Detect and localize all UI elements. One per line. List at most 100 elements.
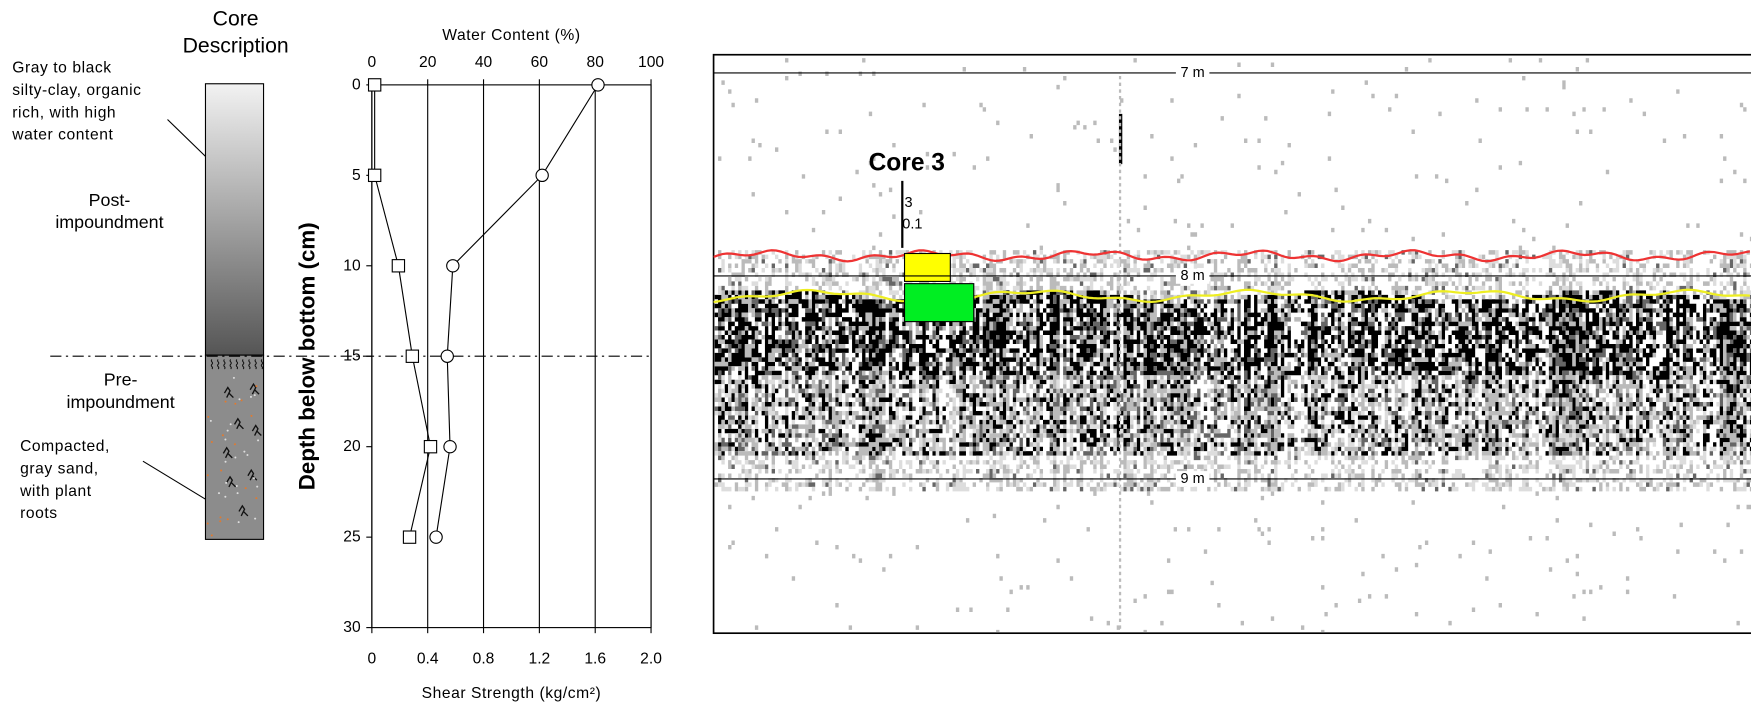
x2-tick-label: 0	[368, 650, 377, 667]
grain	[210, 534, 213, 537]
core-box	[903, 283, 975, 323]
top-note: Gray to black	[12, 60, 111, 77]
grain	[206, 474, 209, 477]
grain	[229, 423, 232, 426]
marker	[367, 168, 382, 183]
y-tick-label: 20	[343, 438, 361, 455]
grain	[256, 485, 259, 488]
y-tick-label: 0	[352, 76, 361, 93]
seismic-profile	[713, 58, 1751, 633]
y-tick-label: 30	[343, 619, 361, 636]
x2-tick-label: 0.8	[473, 650, 495, 667]
root: ⌇	[221, 358, 227, 372]
sediment-reflector	[713, 288, 1750, 304]
x2-axis-label: Shear Strength (kg/cm²)	[422, 685, 602, 702]
core-box	[903, 252, 951, 282]
seismic-noise	[714, 250, 1751, 492]
grain	[238, 398, 241, 401]
bottom-note: with plant	[19, 483, 92, 500]
top-note: rich, with high	[12, 104, 116, 121]
marker	[440, 349, 454, 363]
marker	[443, 439, 457, 454]
grain	[233, 443, 236, 446]
x-axis-label: Water Content (%)	[442, 27, 580, 44]
core-label: Core 3	[869, 150, 945, 177]
grain	[236, 492, 239, 495]
x-tick-label: 100	[638, 54, 664, 71]
label-bg	[1175, 65, 1210, 81]
grain	[207, 415, 210, 418]
y-tick-label: 10	[343, 257, 361, 274]
x2-tick-label: 2.0	[640, 650, 662, 667]
root: ⌇	[253, 358, 259, 372]
depth-label: 7 m	[1181, 65, 1205, 81]
marker	[391, 259, 406, 273]
grain	[255, 385, 258, 388]
grain	[225, 481, 228, 484]
depth-label: 8 m	[1181, 268, 1205, 284]
grain	[206, 522, 209, 525]
bottom-note: gray sand,	[20, 461, 99, 478]
grain	[209, 419, 212, 422]
grain	[234, 456, 237, 459]
root	[223, 386, 234, 399]
grain	[221, 434, 224, 437]
leader-line	[167, 119, 206, 157]
grain	[224, 400, 227, 403]
grain	[220, 469, 223, 472]
upper-unit: Post-	[89, 190, 131, 210]
root	[233, 417, 244, 430]
seafloor-reflector	[713, 249, 1751, 263]
grain	[253, 394, 256, 397]
grain	[243, 450, 246, 453]
core-value: 0.1	[902, 216, 922, 232]
marker	[423, 439, 438, 454]
upper-unit: impoundment	[55, 212, 163, 232]
post-unit	[204, 83, 265, 356]
title: Core	[213, 7, 259, 30]
grain	[240, 399, 243, 402]
grain	[224, 460, 227, 463]
x-tick-label: 0	[368, 54, 377, 71]
x-tick-label: 40	[475, 54, 493, 71]
label-bg	[1175, 268, 1210, 284]
x-tick-label: 60	[531, 54, 549, 71]
root	[238, 504, 249, 517]
depth-label: 9 m	[1181, 471, 1205, 487]
grain	[226, 518, 229, 521]
core-number: 3	[905, 195, 913, 211]
marker	[535, 168, 549, 183]
grain	[237, 521, 240, 524]
grain	[250, 414, 253, 417]
lower-unit: impoundment	[66, 392, 174, 412]
root: ⌇	[240, 358, 246, 372]
marker	[446, 259, 460, 273]
bottom-note: roots	[20, 505, 58, 522]
root: ⌇	[209, 358, 215, 372]
grain	[226, 429, 229, 432]
grain	[257, 439, 260, 442]
lower-unit: Pre-	[104, 370, 138, 390]
x2-tick-label: 1.6	[584, 650, 606, 667]
title: Description	[183, 34, 289, 57]
grain	[234, 402, 237, 405]
bottom-note: Compacted,	[20, 438, 110, 455]
grain	[217, 492, 220, 495]
top-note: water content	[11, 127, 113, 144]
grain	[246, 454, 249, 457]
root	[249, 382, 260, 395]
x-tick-label: 80	[587, 54, 605, 71]
top-note: silty-clay, organic	[12, 82, 141, 99]
root	[251, 424, 262, 436]
series-line	[374, 84, 432, 538]
grain	[235, 484, 238, 488]
grain	[219, 516, 222, 519]
grain	[219, 520, 222, 523]
y-tick-label: 15	[343, 348, 361, 365]
root: ⌇	[259, 358, 265, 372]
label-bg	[1175, 471, 1210, 487]
x2-tick-label: 1.2	[529, 650, 551, 667]
root	[226, 475, 237, 488]
grain	[210, 440, 213, 443]
grain	[249, 395, 252, 398]
